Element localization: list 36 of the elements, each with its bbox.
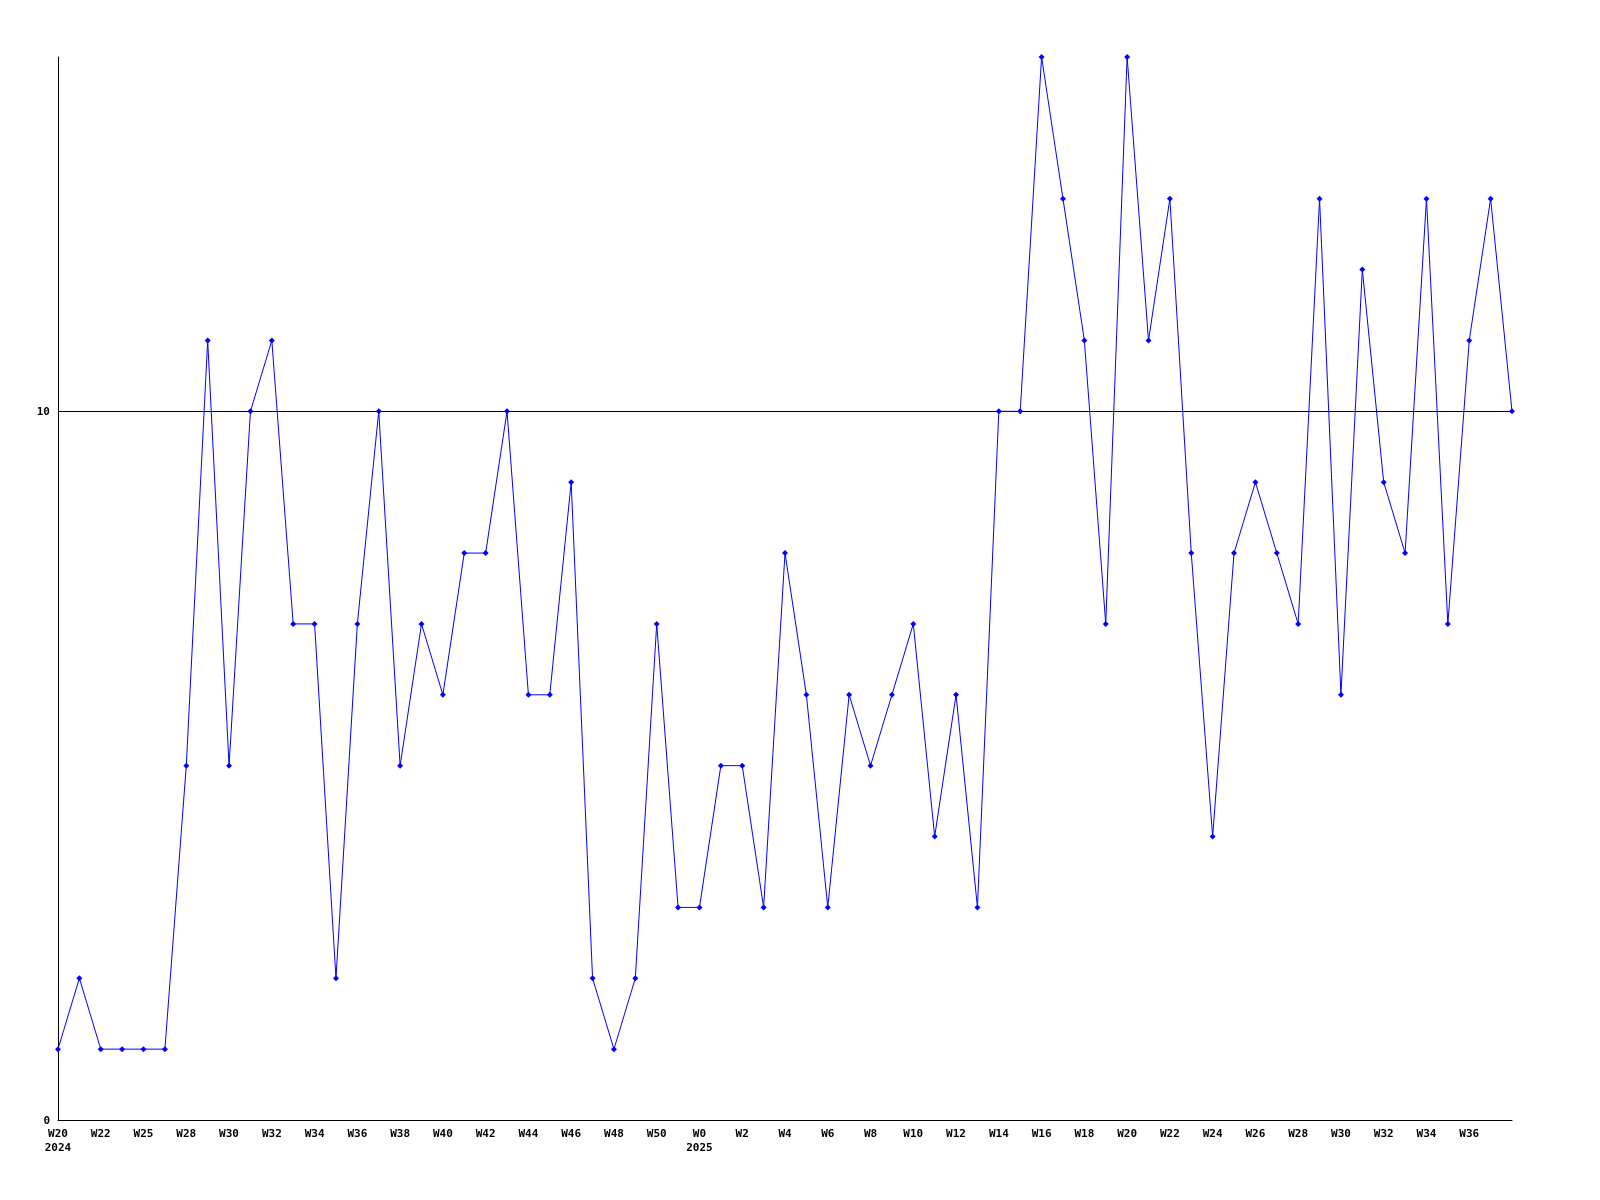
x-tick-label: W40	[432, 1126, 453, 1140]
x-tick-label: W8	[863, 1126, 878, 1140]
x-tick-label: W44	[518, 1126, 539, 1140]
x-tick-label: W34	[1416, 1126, 1437, 1140]
x-tick-label: W32	[1373, 1126, 1394, 1140]
x-tick-label: W18	[1074, 1126, 1095, 1140]
x-tick-label: W20 2024	[44, 1126, 72, 1154]
x-tick-label: W30	[219, 1126, 239, 1140]
x-tick-label: W30	[1331, 1126, 1351, 1140]
x-tick-label: W24	[1202, 1126, 1223, 1140]
x-tick-label: W28	[1288, 1126, 1309, 1140]
x-tick-label: W28	[176, 1126, 197, 1140]
x-tick-label: W38	[390, 1126, 411, 1140]
x-tick-label: W22	[1159, 1126, 1180, 1140]
x-tick-label: W36	[347, 1126, 368, 1140]
x-tick-label: W6	[821, 1126, 835, 1140]
x-tick-label: W48	[604, 1126, 624, 1140]
x-tick-label: W25	[133, 1126, 154, 1140]
x-tick-label: W0 2025	[686, 1126, 713, 1154]
y-tick-label: 0	[43, 1113, 50, 1127]
x-tick-label: W2	[735, 1126, 749, 1140]
x-tick-label: W36	[1459, 1126, 1480, 1140]
x-tick-label: W10	[903, 1126, 924, 1140]
x-tick-label: W50	[646, 1126, 667, 1140]
x-tick-label: W20	[1117, 1126, 1138, 1140]
x-tick-label: W34	[304, 1126, 325, 1140]
x-tick-label: W46	[561, 1126, 582, 1140]
x-tick-label: W4	[778, 1126, 792, 1140]
x-tick-label: W14	[988, 1126, 1010, 1140]
x-tick-label: W12	[946, 1126, 966, 1140]
x-tick-label: W22	[90, 1126, 111, 1140]
x-tick-label: W16	[1031, 1126, 1052, 1140]
x-tick-label: W26	[1245, 1126, 1266, 1140]
y-tick-label: 10	[36, 404, 50, 418]
x-tick-label: W42	[475, 1126, 496, 1140]
x-tick-label: W32	[261, 1126, 282, 1140]
